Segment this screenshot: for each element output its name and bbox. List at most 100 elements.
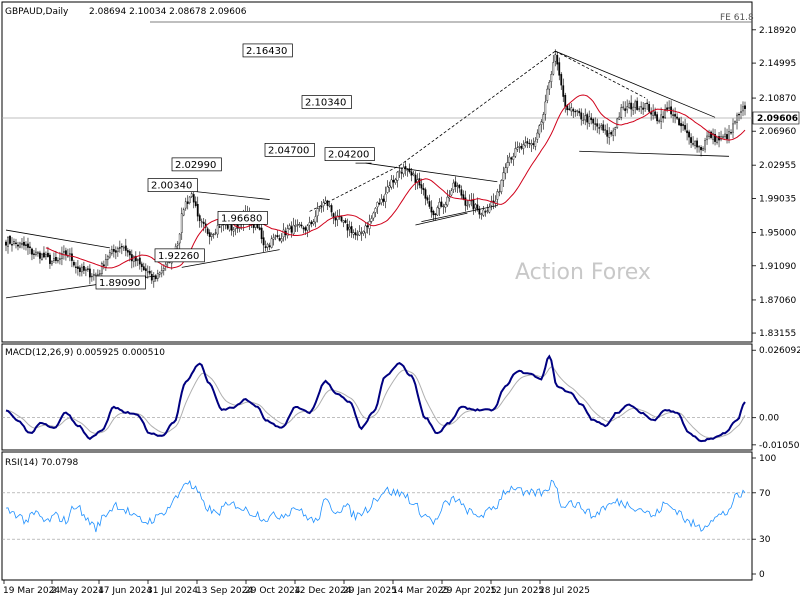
candle-body <box>272 237 275 240</box>
candle-body <box>280 238 283 242</box>
candle-body <box>94 274 97 276</box>
candle-body <box>538 125 541 135</box>
candle <box>488 203 491 214</box>
candle <box>490 195 493 211</box>
candle <box>160 265 163 278</box>
candle <box>80 263 83 277</box>
candle-body <box>462 194 465 200</box>
candle <box>632 103 635 115</box>
candle <box>278 234 281 242</box>
candle-body <box>388 185 391 188</box>
macd-tick-label: 0.00 <box>759 414 779 424</box>
current-price-tag: 2.09606 <box>752 111 800 125</box>
candle <box>456 182 459 193</box>
candle <box>106 254 109 266</box>
candle <box>292 217 295 236</box>
candle <box>700 145 702 157</box>
trendline <box>421 205 498 222</box>
candle-body <box>102 264 105 267</box>
trendline <box>5 229 110 249</box>
candle <box>352 229 355 239</box>
date-tick-label: 19 Mar 2024 <box>3 586 60 596</box>
candle-body <box>450 190 453 196</box>
candle-body <box>560 74 563 86</box>
candle-body <box>710 131 712 138</box>
candle-body <box>306 225 309 231</box>
candle <box>648 101 651 113</box>
annotation-box <box>301 95 352 109</box>
candle-body <box>334 217 337 221</box>
candle-body <box>664 109 667 118</box>
candle <box>260 222 263 244</box>
price-annotation: 2.04700 <box>264 143 315 157</box>
candle <box>472 193 475 215</box>
candle-body <box>350 226 353 234</box>
candle-body <box>358 231 361 236</box>
price-axis: 2.22830 2.18920 2.14995 2.10870 2.06960 2.029… <box>752 0 796 339</box>
candle <box>334 211 337 227</box>
candle-body <box>21 242 23 245</box>
candle-body <box>540 121 543 126</box>
candle <box>21 238 23 249</box>
candle-body <box>660 114 663 122</box>
candle-body <box>674 114 676 117</box>
candle-body <box>136 259 139 261</box>
candle <box>388 181 391 193</box>
candle-body <box>536 132 539 140</box>
candle-body <box>96 274 99 276</box>
candle <box>502 166 505 188</box>
candle <box>614 126 617 137</box>
candle-body <box>546 88 549 101</box>
candle-body <box>92 274 95 277</box>
date-tick-label: 29 Apr 2025 <box>441 586 497 596</box>
candle-body <box>9 235 11 244</box>
candle <box>530 139 533 153</box>
candle-body <box>348 226 351 230</box>
candle-body <box>632 106 635 111</box>
candle-body <box>384 193 387 202</box>
candle <box>300 221 303 229</box>
candle-body <box>31 248 33 255</box>
candle-body <box>402 167 405 175</box>
candle-body <box>524 142 527 147</box>
moving-average-line <box>45 94 746 269</box>
candle <box>706 130 708 145</box>
candle-body <box>504 167 507 174</box>
annotation-label: 1.92260 <box>158 251 199 262</box>
candle-body <box>382 198 385 202</box>
candle <box>92 269 95 281</box>
candle <box>436 205 439 217</box>
candle <box>206 226 209 236</box>
candle-body <box>582 119 585 121</box>
candle-body <box>120 246 123 248</box>
candle-body <box>270 238 273 248</box>
candle-body <box>438 201 441 209</box>
candle-body <box>320 206 323 208</box>
candle <box>296 219 299 232</box>
date-tick-label: 17 Jun 2024 <box>98 586 152 596</box>
candle <box>82 261 85 274</box>
candle-body <box>57 259 59 262</box>
rsi-pane: RSI(14) 70.0798 <box>1 451 753 581</box>
candle-body <box>13 241 15 244</box>
price-pane: Action Forex FE 61.8 1.89090 2.00340 1.922… <box>1 1 754 343</box>
candle <box>400 167 403 180</box>
candle <box>146 265 149 279</box>
candle <box>688 129 690 145</box>
candle-body <box>484 211 487 213</box>
candle-body <box>304 227 307 231</box>
candle <box>414 171 417 190</box>
candle <box>538 124 541 138</box>
candle-body <box>150 274 153 281</box>
candle <box>524 136 527 148</box>
candle-body <box>11 244 13 246</box>
candle-body <box>152 276 155 282</box>
candle <box>512 152 515 166</box>
candle <box>522 140 525 155</box>
candle <box>676 113 678 121</box>
candle-body <box>420 184 423 189</box>
candle-body <box>354 232 357 236</box>
candle <box>112 244 115 258</box>
date-tick-label: 29 Oct 2024 <box>245 586 301 596</box>
candle <box>378 198 381 206</box>
